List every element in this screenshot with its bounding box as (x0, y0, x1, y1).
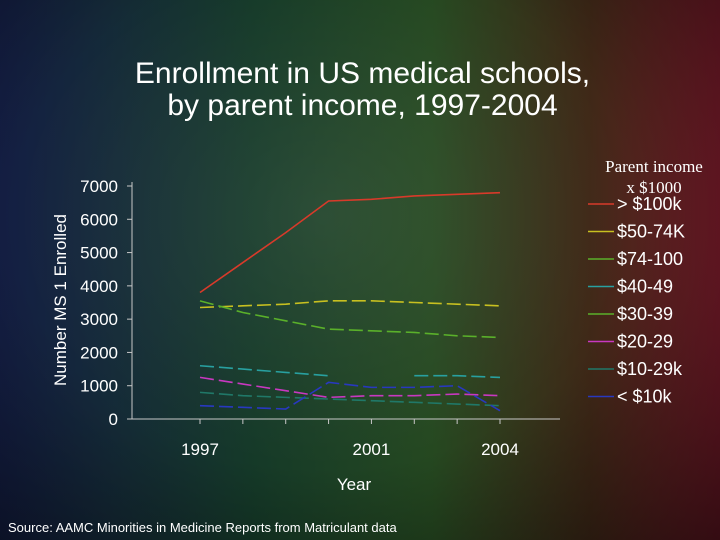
series-3 (199, 364, 501, 379)
legend-label: $40-49 (617, 277, 673, 297)
y-axis-title: Number MS 1 Enrolled (51, 214, 70, 386)
series-2 (199, 300, 501, 339)
y-tick-label: 5000 (80, 244, 118, 263)
y-tick-label: 3000 (80, 310, 118, 329)
series-line (199, 391, 501, 407)
series-6 (199, 391, 501, 407)
legend-item: > $100k (588, 194, 683, 214)
chart-axes: 0 1000 2000 3000 4000 5000 6000 7000 1997 2001 200… (51, 177, 560, 494)
series-5 (199, 376, 501, 399)
x-tick-label: 2004 (481, 440, 519, 459)
legend-title: Parent income x $1000 (605, 157, 703, 197)
source-note: Source: AAMC Minorities in Medicine Repo… (8, 520, 397, 535)
series-line (199, 376, 501, 399)
legend-label: $30-39 (617, 304, 673, 324)
x-tick-label: 2001 (353, 440, 391, 459)
y-tick-label: 2000 (80, 343, 118, 362)
series-line (199, 300, 501, 339)
x-tick-label: 1997 (181, 440, 219, 459)
chart-legend: > $100k $50-74K $74-100 $40-49 $30-39 $20-29 $… (588, 194, 685, 407)
series-1 (199, 300, 501, 309)
legend-label: $74-100 (617, 249, 683, 269)
series-7 (199, 381, 501, 412)
series-line (199, 381, 501, 412)
y-tick-label: 7000 (80, 177, 118, 196)
legend-item: $30-39 (588, 304, 673, 324)
legend-label: > $100k (617, 194, 683, 214)
y-tick-label: 4000 (80, 277, 118, 296)
legend-label: $10-29k (617, 359, 683, 379)
series-layer (199, 191, 501, 412)
legend-label: $50-74K (617, 222, 685, 242)
series-line (199, 364, 329, 377)
y-tick-label: 1000 (80, 377, 118, 396)
x-axis-title: Year (337, 475, 372, 494)
series-line (414, 374, 501, 379)
chart-title: Enrollment in US medical schools, by par… (134, 57, 591, 122)
y-tick-label: 6000 (80, 210, 118, 229)
legend-item: $10-29k (588, 359, 683, 379)
legend-item: $20-29 (588, 332, 673, 352)
legend-item: $50-74K (588, 222, 685, 242)
legend-item: $74-100 (588, 249, 683, 269)
series-line (199, 191, 501, 294)
legend-item: $40-49 (588, 277, 673, 297)
series-0 (199, 191, 501, 294)
series-line (199, 300, 501, 309)
legend-item: < $10k (588, 387, 673, 407)
y-tick-label: 0 (109, 410, 118, 429)
legend-label: $20-29 (617, 332, 673, 352)
legend-label: < $10k (617, 387, 673, 407)
